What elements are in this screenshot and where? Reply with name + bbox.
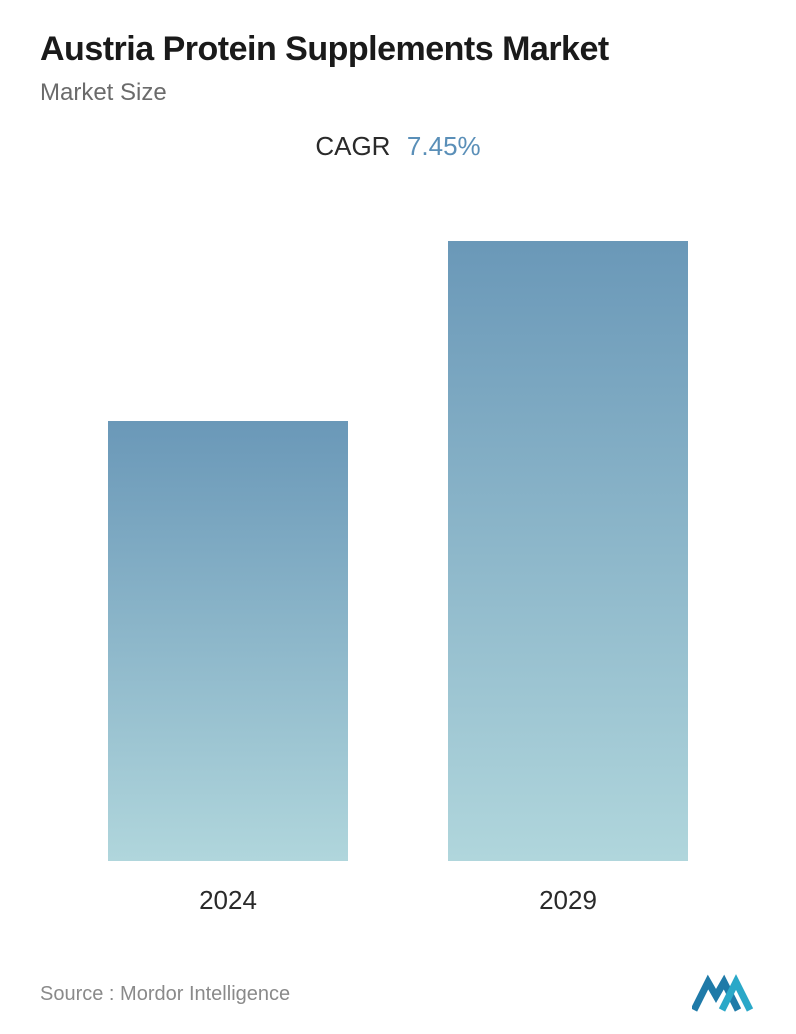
cagr-label: CAGR: [315, 131, 390, 161]
chart-container: Austria Protein Supplements Market Marke…: [0, 0, 796, 1034]
cagr-value: 7.45%: [407, 131, 481, 161]
bar-label-1: 2029: [539, 885, 597, 916]
mordor-logo-icon: [692, 974, 756, 1014]
bar-0: [108, 421, 348, 861]
bar-label-0: 2024: [199, 885, 257, 916]
bar-group-0: 2024: [108, 421, 348, 916]
footer: Source : Mordor Intelligence: [40, 966, 756, 1014]
page-title: Austria Protein Supplements Market: [40, 30, 756, 69]
bar-1: [448, 241, 688, 861]
bar-group-1: 2029: [448, 241, 688, 916]
bar-chart: 2024 2029: [40, 212, 756, 926]
cagr-row: CAGR 7.45%: [40, 131, 756, 162]
source-text: Source : Mordor Intelligence: [40, 983, 290, 1006]
page-subtitle: Market Size: [40, 79, 756, 107]
